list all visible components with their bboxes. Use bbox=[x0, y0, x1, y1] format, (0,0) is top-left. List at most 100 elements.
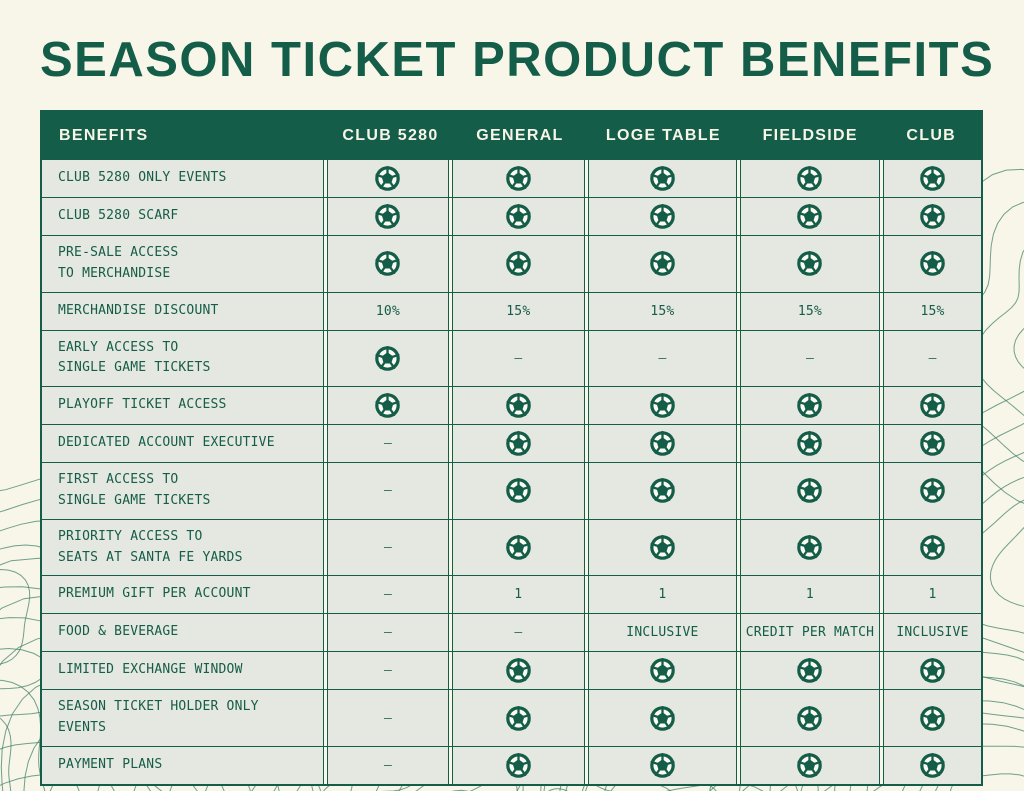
table-header-row: BENEFITS CLUB 5280 GENERAL LOGE TABLE FIELDS… bbox=[42, 112, 981, 159]
benefit-value-cell bbox=[739, 425, 880, 463]
table-row: SEASON TICKET HOLDER ONLY EVENTS – bbox=[42, 689, 981, 746]
soccer-ball-icon bbox=[375, 345, 401, 371]
benefit-value-cell bbox=[739, 746, 880, 784]
benefit-value-cell: – bbox=[327, 652, 449, 690]
benefit-value-text: 1 bbox=[514, 587, 523, 603]
benefit-value-cell bbox=[739, 387, 880, 425]
benefit-value-cell: INCLUSIVE bbox=[587, 614, 737, 652]
soccer-ball-icon bbox=[920, 393, 945, 418]
contour-line bbox=[0, 647, 80, 791]
benefit-value-cell: – bbox=[327, 690, 449, 746]
benefit-value-cell bbox=[587, 690, 737, 746]
soccer-ball-icon bbox=[797, 431, 823, 456]
soccer-ball-icon bbox=[506, 251, 531, 277]
benefit-label: LIMITED EXCHANGE WINDOW bbox=[58, 662, 243, 678]
benefit-value-cell: – bbox=[451, 330, 585, 387]
not-included-dash: – bbox=[514, 350, 523, 366]
benefit-value-text: 15% bbox=[506, 303, 531, 319]
benefit-value-cell bbox=[327, 330, 449, 387]
benefit-value-cell: 1 bbox=[451, 576, 585, 614]
table-row: PLAYOFF TICKET ACCESS bbox=[42, 386, 981, 425]
soccer-ball-icon bbox=[506, 166, 531, 191]
soccer-ball-icon bbox=[506, 393, 531, 418]
not-included-dash: – bbox=[806, 350, 814, 366]
contour-line bbox=[0, 679, 46, 791]
contour-line bbox=[1013, 327, 1024, 369]
column-header-loge-table: LOGE TABLE bbox=[605, 126, 721, 144]
benefit-cell: CLUB 5280 SCARF bbox=[42, 198, 325, 235]
benefit-value-cell bbox=[451, 198, 585, 235]
benefit-cell: FIRST ACCESS TO SINGLE GAME TICKETS bbox=[42, 463, 325, 519]
table-row: EARLY ACCESS TO SINGLE GAME TICKETS – – – – bbox=[42, 329, 981, 387]
benefit-label: PRE-SALE ACCESS TO MERCHANDISE bbox=[58, 245, 179, 281]
benefit-value-cell: – bbox=[327, 746, 449, 784]
benefit-value-cell: – bbox=[327, 519, 449, 576]
benefit-value-cell: 15% bbox=[587, 292, 737, 330]
benefit-value-cell: 15% bbox=[451, 292, 585, 330]
soccer-ball-icon bbox=[797, 752, 823, 778]
benefit-value-cell: INCLUSIVE bbox=[883, 614, 981, 652]
benefit-value-cell bbox=[587, 387, 737, 425]
soccer-ball-icon bbox=[797, 166, 823, 191]
benefit-value-cell: 15% bbox=[739, 292, 880, 330]
benefit-value-cell: 1 bbox=[883, 576, 981, 614]
benefit-value-cell bbox=[883, 387, 981, 425]
not-included-dash: – bbox=[514, 625, 523, 641]
benefit-value-cell: – bbox=[327, 425, 449, 463]
table-row: CLUB 5280 ONLY EVENTS bbox=[42, 159, 981, 197]
benefit-value-cell bbox=[327, 198, 449, 235]
soccer-ball-icon bbox=[920, 166, 945, 191]
benefit-value-cell bbox=[883, 652, 981, 690]
column-header-general: GENERAL bbox=[476, 126, 564, 144]
contour-line bbox=[516, 757, 613, 791]
benefit-label: PRIORITY ACCESS TO SEATS AT SANTA FE YAR… bbox=[58, 528, 243, 565]
benefit-value-cell bbox=[883, 198, 981, 235]
soccer-ball-icon bbox=[797, 705, 823, 731]
benefit-cell: MERCHANDISE DISCOUNT bbox=[42, 292, 325, 330]
soccer-ball-icon bbox=[920, 204, 945, 229]
benefit-value-cell: – bbox=[883, 330, 981, 387]
soccer-ball-icon bbox=[650, 431, 675, 456]
not-included-dash: – bbox=[384, 663, 392, 679]
benefit-cell: FOOD & BEVERAGE bbox=[42, 614, 325, 652]
benefit-label: MERCHANDISE DISCOUNT bbox=[58, 302, 219, 318]
benefit-value-cell bbox=[587, 746, 737, 784]
not-included-dash: – bbox=[384, 436, 392, 452]
soccer-ball-icon bbox=[506, 204, 531, 229]
soccer-ball-icon bbox=[920, 705, 945, 731]
benefit-value-cell bbox=[587, 463, 737, 519]
benefit-cell: PRE-SALE ACCESS TO MERCHANDISE bbox=[42, 236, 325, 292]
table-row: PAYMENT PLANS – bbox=[42, 745, 981, 784]
benefit-value-cell bbox=[883, 746, 981, 784]
soccer-ball-icon bbox=[650, 752, 675, 778]
benefit-value-text: 15% bbox=[797, 303, 822, 319]
benefit-label: CLUB 5280 SCARF bbox=[58, 208, 179, 224]
benefits-table: BENEFITS CLUB 5280 GENERAL LOGE TABLE FIELDS… bbox=[40, 110, 983, 786]
contour-line bbox=[873, 770, 1024, 791]
soccer-ball-icon bbox=[506, 478, 531, 504]
soccer-ball-icon bbox=[650, 705, 675, 731]
benefit-value-text: INCLUSIVE bbox=[626, 625, 699, 641]
table-row: MERCHANDISE DISCOUNT 10% 15% 15% 15% 15% bbox=[42, 291, 981, 330]
benefit-value-cell bbox=[739, 198, 880, 235]
benefit-value-cell bbox=[739, 236, 880, 292]
not-included-dash: – bbox=[658, 350, 667, 366]
benefit-value-text: 1 bbox=[805, 587, 814, 603]
benefit-value-cell: – bbox=[327, 614, 449, 652]
benefit-value-text: 10% bbox=[375, 303, 400, 319]
benefit-label: PLAYOFF TICKET ACCESS bbox=[58, 397, 227, 413]
soccer-ball-icon bbox=[375, 251, 401, 277]
soccer-ball-icon bbox=[650, 251, 675, 277]
benefit-cell: EARLY ACCESS TO SINGLE GAME TICKETS bbox=[42, 330, 325, 387]
benefit-value-cell bbox=[883, 463, 981, 519]
soccer-ball-icon bbox=[797, 393, 823, 418]
benefit-value-cell bbox=[327, 387, 449, 425]
soccer-ball-icon bbox=[920, 752, 945, 778]
benefit-value-cell bbox=[451, 690, 585, 746]
benefit-value-cell bbox=[587, 519, 737, 576]
soccer-ball-icon bbox=[797, 478, 823, 504]
not-included-dash: – bbox=[384, 710, 392, 726]
benefit-value-text: CREDIT PER MATCH bbox=[745, 625, 875, 641]
benefit-value-cell bbox=[883, 519, 981, 576]
